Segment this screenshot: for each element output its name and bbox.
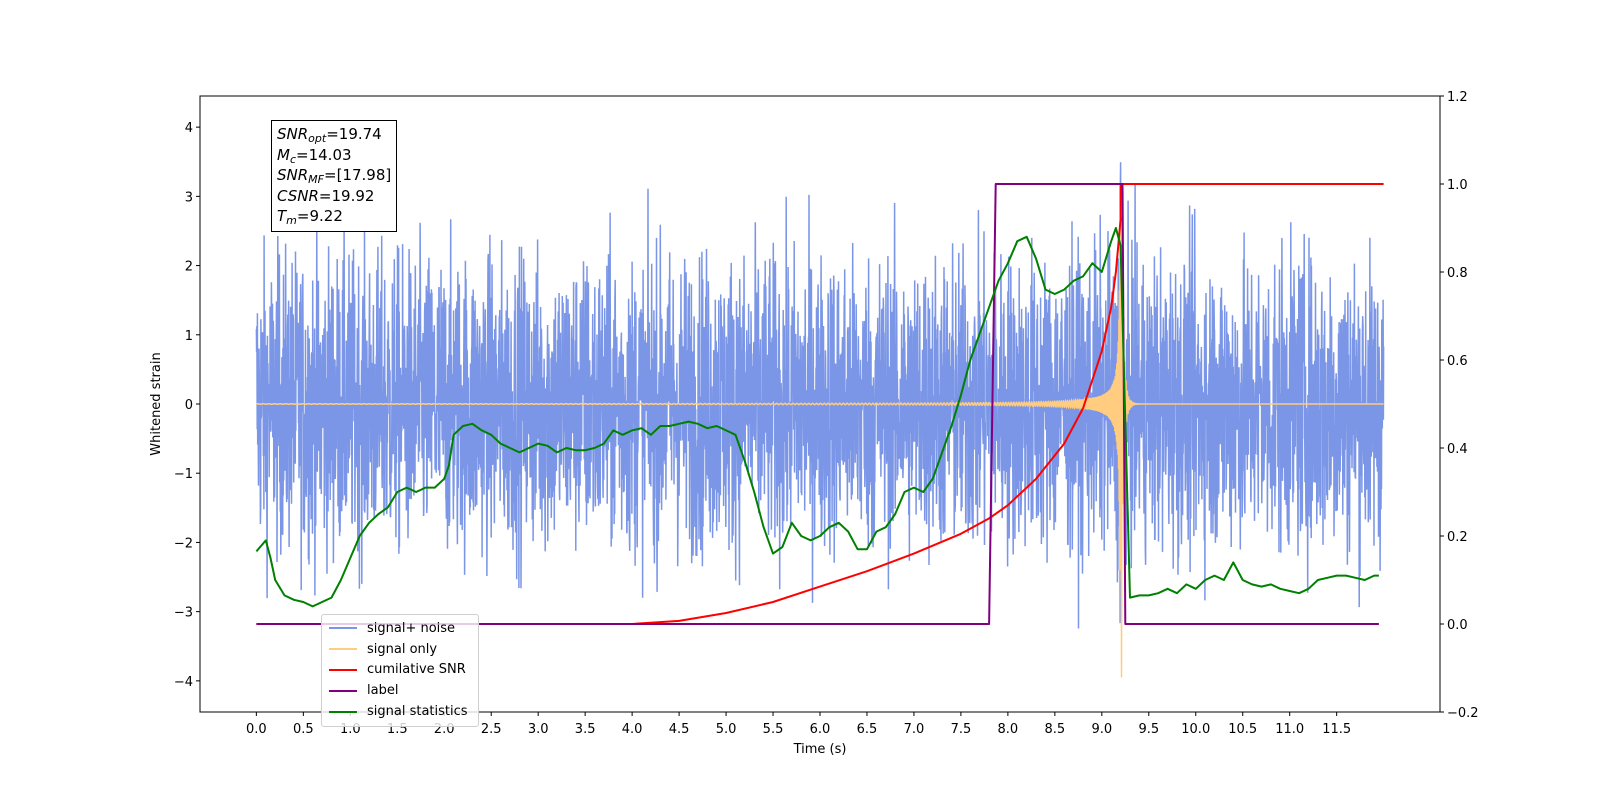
annotation-snr-opt: SNRopt=19.74: [277, 125, 382, 145]
x-tick-label: 0.5: [293, 722, 314, 737]
legend-item-signal-noise: signal+ noise: [322, 618, 478, 639]
x-axis-label: Time (s): [793, 742, 847, 757]
y-tick-label: 2: [185, 260, 193, 275]
legend-item-signal-statistics: signal statistics: [322, 701, 478, 722]
y2-tick-label: 0.2: [1447, 530, 1468, 545]
legend-swatch: [329, 668, 357, 671]
y2-tick-label: 1.0: [1447, 178, 1468, 193]
legend-label: signal statistics: [367, 704, 468, 720]
y-axis-label: Whitened strain: [149, 352, 164, 455]
x-tick-label: 11.0: [1275, 722, 1304, 737]
x-tick-label: 9.0: [1091, 722, 1112, 737]
x-tick-label: 7.0: [904, 722, 925, 737]
y-tick-label: −1: [174, 467, 193, 482]
legend-item-cumulative-snr: cumilative SNR: [322, 660, 478, 681]
annotation-snr-mf: SNRMF=[17.98]: [277, 166, 392, 186]
annotation-csnr: CSNR=19.92: [277, 186, 375, 205]
y-tick-label: 4: [185, 121, 193, 136]
y2-tick-label: 1.2: [1447, 90, 1468, 105]
legend-swatch: [329, 627, 357, 630]
legend-item-signal-only: signal only: [322, 639, 478, 660]
x-tick-label: 11.5: [1322, 722, 1351, 737]
legend: signal+ noise signal only cumilative SNR…: [321, 614, 479, 727]
x-tick-label: 0.0: [246, 722, 267, 737]
x-tick-label: 5.0: [716, 722, 737, 737]
x-tick-label: 6.5: [857, 722, 878, 737]
y-tick-label: −4: [174, 675, 193, 690]
x-tick-label: 3.5: [575, 722, 596, 737]
x-tick-label: 3.0: [528, 722, 549, 737]
x-tick-label: 8.5: [1045, 722, 1066, 737]
y2-tick-label: 0.0: [1447, 618, 1468, 633]
annotation-chirp-mass: Mc=14.03: [277, 145, 352, 166]
x-tick-label: 9.5: [1138, 722, 1159, 737]
y-tick-label: 0: [185, 398, 193, 413]
x-tick-label: 4.0: [622, 722, 643, 737]
legend-label: signal only: [367, 641, 438, 657]
series-label-line: [256, 183, 1379, 625]
y2-tick-label: −0.2: [1447, 706, 1479, 721]
y-tick-label: 3: [185, 190, 193, 205]
y-tick-label: −2: [174, 536, 193, 551]
series-signal-noise-line: [255, 162, 1385, 629]
legend-label: label: [367, 683, 399, 699]
x-tick-label: 8.0: [998, 722, 1019, 737]
series-signal-only-line: [255, 210, 1384, 678]
x-tick-label: 4.5: [669, 722, 690, 737]
y2-tick-label: 0.4: [1447, 442, 1468, 457]
legend-label: cumilative SNR: [367, 662, 466, 678]
x-tick-label: 6.0: [810, 722, 831, 737]
annotation-merger-time: Tm=9.22: [277, 207, 343, 227]
series-cumilative-snr-line: [256, 183, 1384, 625]
annotation-box: SNRopt=19.74 Mc=14.03 SNRMF=[17.98] CSNR…: [271, 120, 398, 232]
x-tick-label: 2.5: [481, 722, 502, 737]
x-tick-label: 5.5: [763, 722, 784, 737]
legend-swatch: [329, 689, 357, 692]
legend-item-label: label: [322, 680, 478, 701]
x-tick-label: 10.0: [1181, 722, 1210, 737]
y2-tick-label: 0.8: [1447, 266, 1468, 281]
y2-tick-label: 0.6: [1447, 354, 1468, 369]
x-tick-label: 10.5: [1228, 722, 1257, 737]
series-signal-statistics-line: [255, 227, 1379, 608]
y-tick-label: 1: [185, 329, 193, 344]
legend-swatch: [329, 648, 357, 651]
legend-label: signal+ noise: [367, 620, 456, 636]
y-tick-label: −3: [174, 606, 193, 621]
x-tick-label: 7.5: [951, 722, 972, 737]
legend-swatch: [329, 710, 357, 713]
